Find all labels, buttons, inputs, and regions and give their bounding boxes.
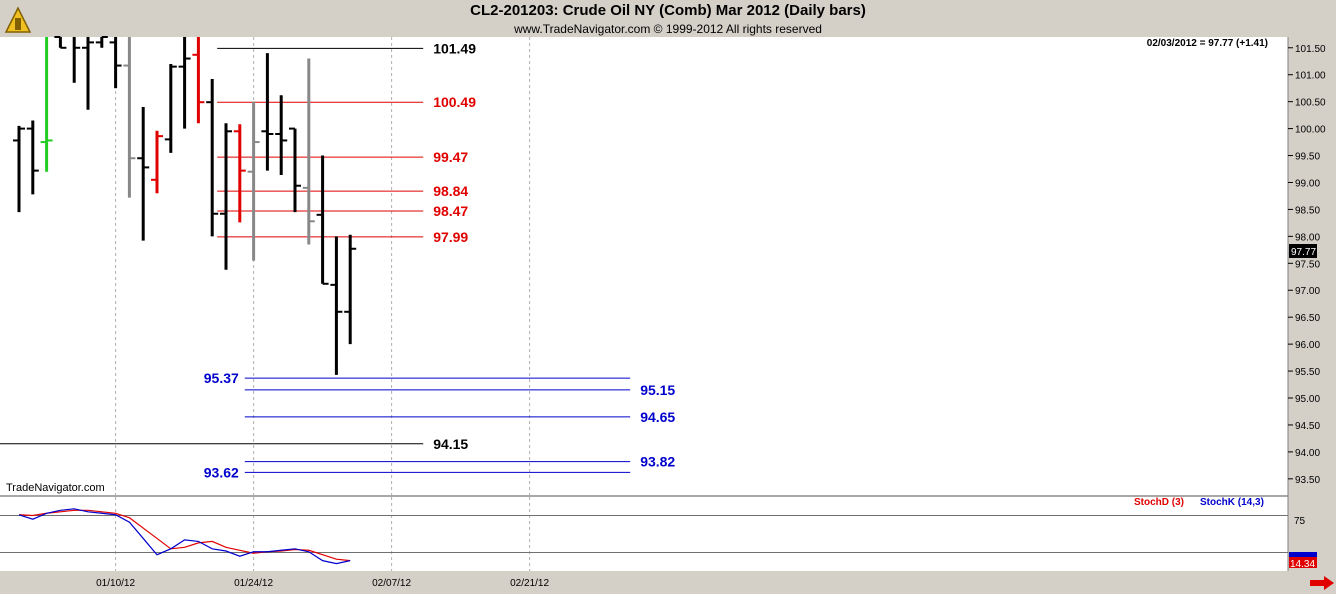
level-label: 98.47 [433, 203, 468, 219]
stochastic-series-line [18, 509, 351, 562]
price-bar [233, 124, 246, 223]
price-bar [302, 58, 315, 245]
level-label: 95.15 [640, 382, 675, 398]
price-bar [109, 37, 122, 89]
level-label: 99.47 [433, 149, 468, 165]
stochastic-grid [0, 497, 1288, 571]
price-axis: 101.50 101.00 100.50 100.00 99.50 99.00 98.50 9… [1288, 44, 1326, 486]
date-axis: 01/10/12 01/24/12 02/07/12 02/21/12 [96, 578, 549, 589]
scroll-right-icon[interactable] [1310, 576, 1334, 590]
price-axis-label: 95.00 [1295, 394, 1320, 405]
price-bar [95, 36, 108, 48]
price-axis-label: 100.50 [1295, 98, 1326, 109]
level-label: 94.65 [640, 409, 675, 425]
price-bar [40, 37, 53, 172]
price-bar [137, 107, 150, 241]
price-bar [151, 130, 163, 194]
stochastic-series-line [18, 508, 351, 565]
date-axis-label: 02/21/12 [510, 578, 549, 589]
stochastic-lines [18, 508, 351, 565]
level-label: 101.49 [433, 40, 476, 56]
price-bar [178, 37, 191, 129]
price-bar [192, 37, 205, 124]
price-axis-label: 97.00 [1295, 286, 1320, 297]
price-readout: 02/03/2012 = 97.77 (+1.41) [1147, 38, 1268, 49]
price-bar [72, 37, 81, 83]
trade-navigator-logo [4, 6, 32, 33]
watermark: TradeNavigator.com [6, 482, 105, 494]
chart-title: CL2-201203: Crude Oil NY (Comb) Mar 2012… [470, 2, 866, 19]
stoch-last-box [1289, 557, 1317, 568]
price-axis-label: 93.50 [1295, 475, 1320, 486]
level-lines: 101.49 100.49 99.47 98.84 98.47 97.99 95.37 95.… [0, 40, 675, 480]
price-axis-label: 98.00 [1295, 232, 1320, 243]
price-bar [206, 79, 219, 237]
stochastic-panel [0, 497, 1288, 571]
chart-copyright: www.TradeNavigator.com © 1999-2012 All r… [514, 22, 822, 36]
price-axis-label: 98.50 [1295, 205, 1320, 216]
date-axis-label: 02/07/12 [372, 578, 411, 589]
price-panel [0, 37, 1288, 495]
price-grid [115, 37, 531, 495]
stoch-last-label: 14.34 [1290, 559, 1315, 570]
price-axis-label: 101.50 [1295, 44, 1326, 55]
price-axis-label: 94.50 [1295, 421, 1320, 432]
stoch-axis-75: 75 [1294, 516, 1306, 527]
price-bar [13, 125, 25, 213]
last-price-box [1289, 244, 1317, 258]
price-bar [82, 37, 94, 110]
date-axis-label: 01/10/12 [96, 578, 135, 589]
price-bar [220, 123, 232, 270]
level-label: 97.99 [433, 229, 468, 245]
price-bar [164, 63, 177, 153]
level-label: 98.84 [433, 183, 468, 199]
price-axis-label: 100.00 [1295, 125, 1326, 136]
price-bar [261, 53, 274, 171]
price-axis-label: 96.50 [1295, 313, 1320, 324]
price-bar [247, 101, 260, 261]
price-bar [330, 236, 343, 375]
price-axis-label: 94.00 [1295, 448, 1320, 459]
price-axis-label: 101.00 [1295, 71, 1326, 82]
price-bar [26, 120, 39, 195]
date-axis-label: 01/24/12 [234, 578, 273, 589]
stoch-last-box-blue [1289, 552, 1317, 557]
price-axis-label: 96.00 [1295, 340, 1320, 351]
level-label: 94.15 [433, 436, 468, 452]
legend-stoch-d: StochD (3) [1134, 497, 1184, 508]
price-bar [316, 155, 329, 285]
price-bar [344, 234, 357, 345]
price-axis-label: 99.50 [1295, 152, 1320, 163]
legend-stoch-k: StochK (14,3) [1200, 497, 1264, 508]
price-axis-label: 99.00 [1295, 178, 1320, 189]
price-bars [13, 36, 357, 375]
price-axis-label: 97.50 [1295, 259, 1320, 270]
level-label: 95.37 [204, 370, 239, 386]
price-bar [289, 127, 301, 213]
price-bar [123, 37, 136, 198]
price-axis-label: 95.50 [1295, 367, 1320, 378]
level-label: 100.49 [433, 94, 476, 110]
level-label: 93.62 [204, 464, 239, 480]
last-price-label: 97.77 [1291, 247, 1316, 258]
price-bar [275, 95, 288, 175]
price-bar [54, 36, 67, 49]
level-label: 93.82 [640, 454, 675, 470]
